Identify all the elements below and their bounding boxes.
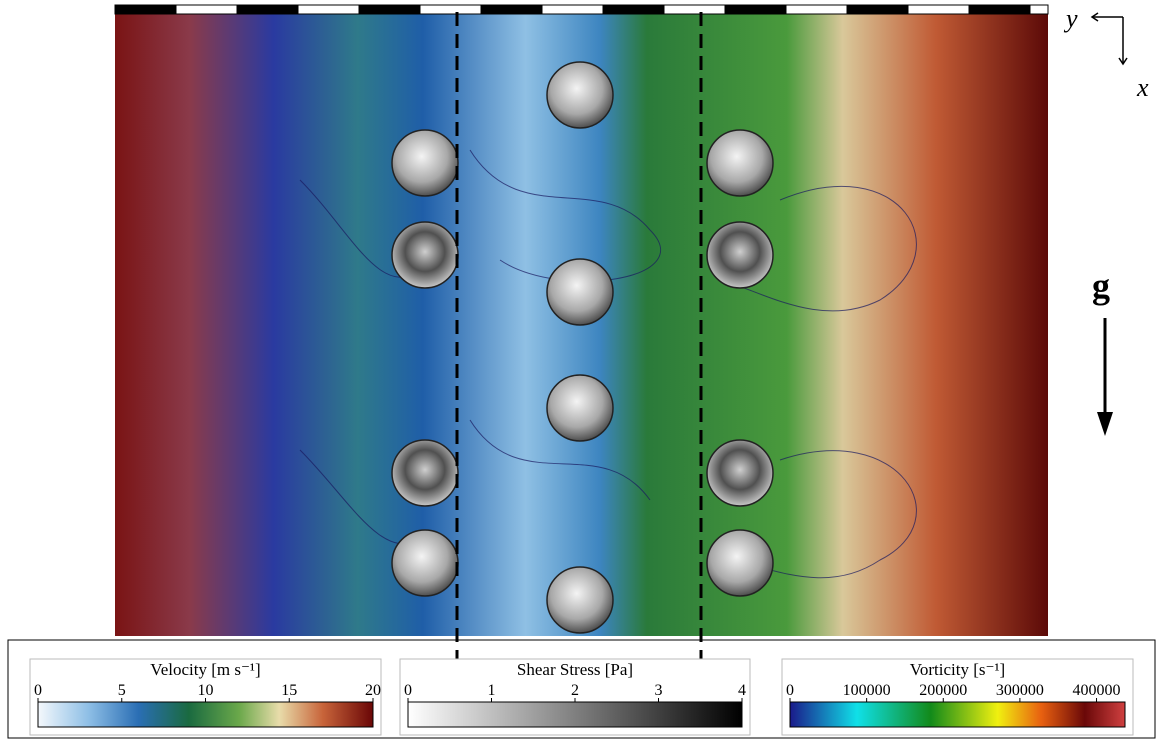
top-ruler bbox=[115, 5, 1048, 14]
colorbar-tick-label: 3 bbox=[655, 682, 663, 699]
colorbar-tick-label: 10 bbox=[198, 682, 214, 699]
gravity-arrow bbox=[1097, 318, 1113, 436]
ruler-segment bbox=[542, 5, 603, 14]
colorbar-tick-label: 0 bbox=[404, 682, 412, 699]
gravity-label: g bbox=[1092, 266, 1110, 306]
y-axis-label: y bbox=[1063, 4, 1078, 33]
ruler-segment bbox=[664, 5, 725, 14]
colorbar bbox=[38, 702, 373, 727]
colorbar bbox=[790, 702, 1125, 727]
colorbar-tick-label: 5 bbox=[118, 682, 126, 699]
colorbar-tick-label: 400000 bbox=[1073, 682, 1121, 699]
colorbar-tick-label: 300000 bbox=[996, 682, 1044, 699]
colorbar-tick-label: 100000 bbox=[843, 682, 891, 699]
colorbar-tick-label: 200000 bbox=[919, 682, 967, 699]
ruler-segment bbox=[603, 5, 664, 14]
colorbar-tick-label: 15 bbox=[281, 682, 297, 699]
colorbar-tick-label: 1 bbox=[488, 682, 496, 699]
axis-indicator bbox=[1092, 13, 1127, 64]
ruler-segment bbox=[847, 5, 908, 14]
ruler-segment bbox=[725, 5, 786, 14]
figure: y x g Velocity [m s⁻¹]05101520Shear Stre… bbox=[0, 0, 1158, 740]
colorbar-tick-label: 2 bbox=[571, 682, 579, 699]
ruler-segment bbox=[1030, 5, 1048, 14]
colorbar-tick-label: 0 bbox=[34, 682, 42, 699]
colorbar-title: Velocity [m s⁻¹] bbox=[150, 660, 260, 679]
colorbar-title: Vorticity [s⁻¹] bbox=[910, 660, 1005, 679]
ruler-segment bbox=[969, 5, 1030, 14]
colorbar bbox=[408, 702, 742, 727]
ruler-segment bbox=[908, 5, 969, 14]
ruler-segment bbox=[420, 5, 481, 14]
colorbar-title: Shear Stress [Pa] bbox=[517, 660, 633, 679]
ruler-segment bbox=[298, 5, 359, 14]
ruler-segment bbox=[176, 5, 237, 14]
colorbar-tick-label: 0 bbox=[786, 682, 794, 699]
colorbar-tick-label: 20 bbox=[365, 682, 381, 699]
ruler-segment bbox=[786, 5, 847, 14]
ruler-segment bbox=[237, 5, 298, 14]
x-axis-label: x bbox=[1136, 73, 1149, 102]
ruler-segment bbox=[115, 5, 176, 14]
ruler-segment bbox=[359, 5, 420, 14]
ruler-segment bbox=[481, 5, 542, 14]
colorbar-tick-label: 4 bbox=[738, 682, 746, 699]
